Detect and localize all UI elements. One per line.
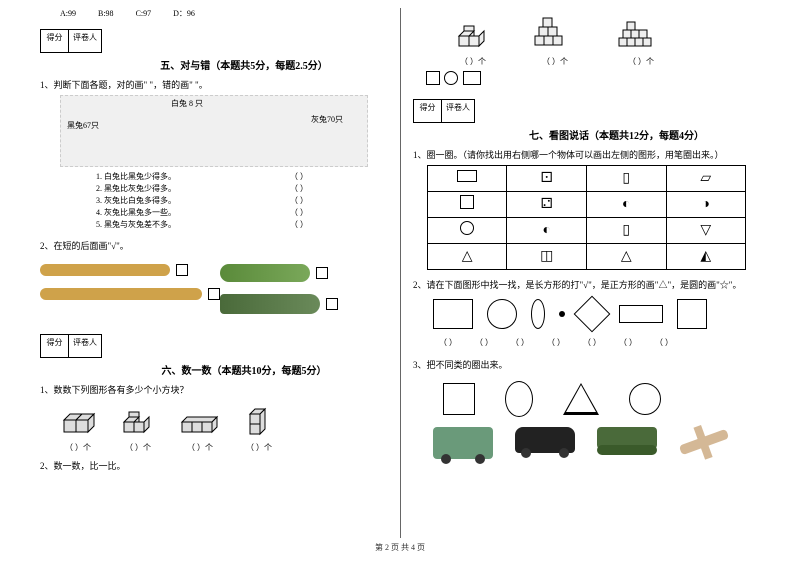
top-cubes-row: （ ）个 （ ）个 （ ）个 — [413, 14, 760, 67]
cell-rect-icon — [427, 166, 507, 192]
car-icon — [515, 427, 575, 453]
rabbit-illustration: 黑兔67只 白兔 8 只 灰兔70只 — [60, 95, 368, 167]
tank-icon — [597, 427, 657, 449]
cell-triangle-icon: △ — [427, 244, 507, 270]
checkbox-1[interactable] — [176, 264, 188, 276]
s5-q1: 1、判断下面各题，对的画" "，错的画" "。 — [40, 78, 388, 91]
cell-dice-icon: ⚀ — [507, 166, 587, 192]
plane-icon — [679, 429, 729, 455]
label-black-rabbit: 黑兔67只 — [67, 120, 99, 131]
opt-c: C:97 — [136, 9, 152, 18]
cube-group-1: （ ）个 — [60, 406, 96, 453]
match-table: ⚀ ▯ ▱ ⚁ ◐ ◑ ◐ ▯ ▽ △ ◫ — [427, 165, 746, 270]
cubes-row: （ ）个 （ ）个 （ ）个 （ ）个 — [40, 402, 388, 453]
label-white-rabbit: 白兔 8 只 — [171, 98, 203, 109]
table-row: ⚁ ◐ ◑ — [427, 192, 745, 218]
circle-shape-icon — [487, 299, 517, 329]
cell-cone-icon: ▽ — [666, 218, 746, 244]
cell-can2-icon: ▯ — [586, 218, 666, 244]
circle-small-icon — [444, 71, 458, 85]
shapes-line — [413, 71, 760, 85]
s7-q3: 3、把不同类的圈出来。 — [413, 358, 760, 371]
stmt-5: 5. 黑兔与灰兔差不多。（ ） — [96, 219, 388, 231]
table-row: ⚀ ▯ ▱ — [427, 166, 745, 192]
answer-parens-row: （ ） （ ） （ ） （ ） （ ） （ ） （ ） — [413, 337, 760, 348]
cube-stack-1: （ ）个 — [453, 18, 493, 67]
cell-prism-icon: ◑ — [666, 192, 746, 218]
stmt-2: 2. 黑兔比灰兔少得多。（ ） — [96, 183, 388, 195]
cube-group-2: （ ）个 — [120, 402, 156, 453]
section5-title: 五、对与错（本题共5分，每题2.5分） — [40, 57, 388, 72]
cell-ball-icon: ◐ — [586, 192, 666, 218]
long-rect-icon — [619, 305, 663, 323]
opt-b: B:98 — [98, 9, 114, 18]
mc-options: A:99 B:98 C:97 D：96 — [40, 8, 388, 19]
checkbox-3[interactable] — [316, 267, 328, 279]
stmt-3: 3. 灰兔比白兔多得多。（ ） — [96, 195, 388, 207]
label-grey-rabbit: 灰兔70只 — [311, 114, 343, 125]
cell-cone2-icon: △ — [586, 244, 666, 270]
checkbox-2[interactable] — [208, 288, 220, 300]
out-oval-icon — [505, 381, 533, 417]
snake-icon — [220, 264, 310, 282]
s7-q2: 2、请在下面图形中找一找，是长方形的打"√"，是正方形的画"△"，是圆的画"☆"… — [413, 278, 760, 291]
diamond-shape-icon — [574, 296, 611, 333]
out-square-icon — [443, 383, 475, 415]
rope-short — [40, 264, 170, 276]
opt-d: D：96 — [173, 9, 195, 18]
cell-circle-icon — [427, 218, 507, 244]
cube-stack-2: （ ）个 — [533, 14, 577, 67]
score-box: 得分 评卷人 — [40, 29, 102, 53]
dot-icon — [559, 311, 565, 317]
s5-q2: 2、在短的后面画"√"。 — [40, 239, 388, 252]
page-footer: 第 2 页 共 4 页 — [40, 542, 760, 553]
square-small-icon — [426, 71, 440, 85]
score-box-7: 得分 评卷人 — [413, 99, 475, 123]
cell-dice2-icon: ⚁ — [507, 192, 587, 218]
table-row: ◐ ▯ ▽ — [427, 218, 745, 244]
cell-cube-icon: ◫ — [507, 244, 587, 270]
rope-comparison — [40, 258, 388, 320]
section7-title: 七、看图说话（本题共12分，每题4分） — [413, 127, 760, 142]
cube-group-3: （ ）个 — [180, 406, 220, 453]
cell-ball2-icon: ◐ — [507, 218, 587, 244]
statements-list: 1. 白兔比黑兔少得多。（ ） 2. 黑兔比灰兔少得多。（ ） 3. 灰兔比白兔… — [40, 171, 388, 231]
table-row: △ ◫ △ ◭ — [427, 244, 745, 270]
section6-title: 六、数一数（本题共10分，每题5分） — [40, 362, 388, 377]
crocodile-icon — [220, 294, 320, 314]
stmt-4: 4. 灰兔比黑兔多一些。（ ） — [96, 207, 388, 219]
rect-shape-icon — [433, 299, 473, 329]
bus-icon — [433, 427, 493, 459]
s6-q2: 2、数一数，比一比。 — [40, 459, 388, 472]
cube-group-4: （ ）个 — [244, 402, 274, 453]
grader-label: 评卷人 — [69, 30, 101, 52]
cell-box-icon: ▱ — [666, 166, 746, 192]
s7-q1: 1、圈一圈。（请你找出用右侧哪一个物体可以画出左侧的图形，用笔圈出来。） — [413, 148, 760, 161]
score-box-6: 得分 评卷人 — [40, 334, 102, 358]
left-column: A:99 B:98 C:97 D：96 得分 评卷人 五、对与错（本题共5分，每… — [40, 8, 400, 538]
stmt-1: 1. 白兔比黑兔少得多。（ ） — [96, 171, 388, 183]
square-shape-icon — [677, 299, 707, 329]
checkbox-4[interactable] — [326, 298, 338, 310]
right-column: （ ）个 （ ）个 （ ）个 得分 评卷人 七、看图说话（本题共12分，每题4分… — [400, 8, 760, 538]
out-triangle-icon — [563, 383, 599, 415]
rect-small-icon — [463, 71, 481, 85]
rope-long — [40, 288, 202, 300]
odd-one-out-shapes — [413, 381, 760, 417]
cell-square-icon — [427, 192, 507, 218]
ellipse-shape-icon — [531, 299, 545, 329]
out-circle-icon — [629, 383, 661, 415]
cube-stack-3: （ ）个 — [617, 14, 665, 67]
vehicles-row — [413, 427, 760, 459]
score-label: 得分 — [41, 30, 69, 52]
cell-can-icon: ▯ — [586, 166, 666, 192]
cell-prism2-icon: ◭ — [666, 244, 746, 270]
shape-classify-row — [413, 299, 760, 329]
s6-q1: 1、数数下列图形各有多少个小方块？ — [40, 383, 388, 396]
opt-a: A:99 — [60, 9, 76, 18]
